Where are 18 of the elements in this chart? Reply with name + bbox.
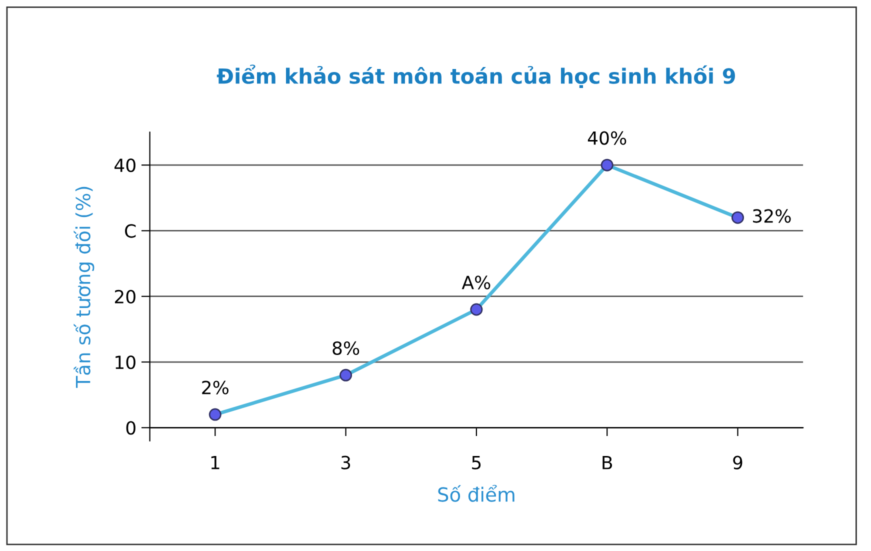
y-tick-label: 0 bbox=[126, 421, 136, 435]
x-tick-label: B bbox=[602, 456, 612, 470]
chart-title: Điểm khảo sát môn toán của học sinh khối 9 bbox=[216, 64, 735, 88]
data-label: 8% bbox=[332, 341, 360, 355]
y-tick-label: 40 bbox=[114, 158, 136, 172]
x-axis-title: Số điểm bbox=[438, 484, 514, 502]
x-tick-label: 5 bbox=[472, 456, 481, 470]
data-label: 2% bbox=[202, 380, 228, 394]
data-label: 32% bbox=[753, 209, 791, 223]
y-axis-title: Tần số tương đối (%) bbox=[74, 186, 94, 388]
x-tick-label: 1 bbox=[211, 456, 220, 470]
y-tick-label: C bbox=[125, 224, 136, 238]
data-label: A% bbox=[462, 276, 490, 290]
x-tick-label: 9 bbox=[733, 456, 742, 470]
data-label: 40% bbox=[588, 131, 626, 145]
x-tick-label: 3 bbox=[341, 456, 350, 470]
y-tick-label: 20 bbox=[114, 290, 136, 304]
y-tick-label: 10 bbox=[116, 355, 136, 370]
